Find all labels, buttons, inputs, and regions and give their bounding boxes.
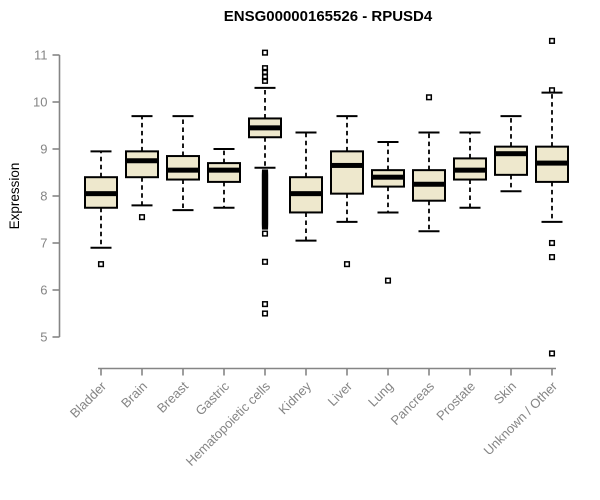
- median-skin: [494, 151, 528, 157]
- outlier-pancreas: [425, 94, 433, 101]
- outlier-unknown-other: [548, 350, 556, 357]
- median-breast: [166, 167, 200, 173]
- x-tick-label: Liver: [325, 378, 356, 409]
- y-tick-label: 7: [40, 236, 47, 251]
- median-brain: [125, 158, 159, 164]
- median-kidney: [289, 191, 323, 197]
- outlier-hematopoietic-cells: [261, 301, 269, 308]
- x-tick-label: Unknown / Other: [481, 378, 561, 458]
- median-unknown-other: [535, 160, 569, 166]
- outlier-hematopoietic-cells: [261, 223, 269, 230]
- median-gastric: [207, 167, 241, 173]
- median-prostate: [453, 167, 487, 173]
- y-tick-label: 5: [40, 330, 47, 345]
- outlier-unknown-other: [548, 254, 556, 261]
- outlier-hematopoietic-cells: [261, 68, 269, 75]
- x-tick-label: Bladder: [67, 378, 110, 421]
- outlier-lung: [384, 277, 392, 284]
- outlier-liver: [343, 261, 351, 268]
- x-tick-label: Skin: [491, 379, 519, 407]
- x-tick-label: Prostate: [433, 379, 478, 424]
- median-liver: [330, 162, 364, 168]
- y-axis-title: Expression: [7, 163, 22, 230]
- median-pancreas: [412, 181, 446, 187]
- outlier-hematopoietic-cells: [261, 77, 269, 84]
- outlier-hematopoietic-cells: [261, 49, 269, 56]
- x-tick-label: Breast: [154, 378, 191, 415]
- y-tick-label: 11: [34, 48, 48, 63]
- outlier-bladder: [97, 261, 105, 268]
- outlier-hematopoietic-cells: [261, 230, 269, 237]
- outlier-unknown-other: [548, 37, 556, 44]
- outlier-hematopoietic-cells: [261, 74, 269, 81]
- y-tick-label: 9: [40, 142, 47, 157]
- outlier-unknown-other: [548, 87, 556, 94]
- x-tick-label: Brain: [118, 379, 150, 411]
- x-tick-label: Pancreas: [388, 378, 438, 428]
- median-lung: [371, 174, 405, 180]
- box-liver: [330, 150, 364, 195]
- outlier-unknown-other: [548, 239, 556, 247]
- outlier-hematopoietic-cells: [261, 310, 269, 317]
- median-hematopoietic-cells: [248, 125, 282, 131]
- y-tick-label: 8: [40, 189, 47, 204]
- y-tick-label: 6: [40, 283, 47, 298]
- outlier-hematopoietic-cells: [261, 65, 269, 72]
- box-brain: [125, 150, 159, 179]
- x-tick-label: Gastric: [192, 378, 232, 418]
- outlier-brain: [138, 214, 146, 221]
- outlier-hematopoietic-cells: [261, 258, 269, 265]
- y-tick-label: 10: [33, 95, 47, 110]
- x-tick-label: Lung: [365, 379, 396, 410]
- chart-title: ENSG00000165526 - RPUSD4: [224, 8, 433, 25]
- box-skin: [494, 145, 528, 176]
- median-bladder: [84, 191, 118, 197]
- x-tick-label: Kidney: [275, 378, 314, 417]
